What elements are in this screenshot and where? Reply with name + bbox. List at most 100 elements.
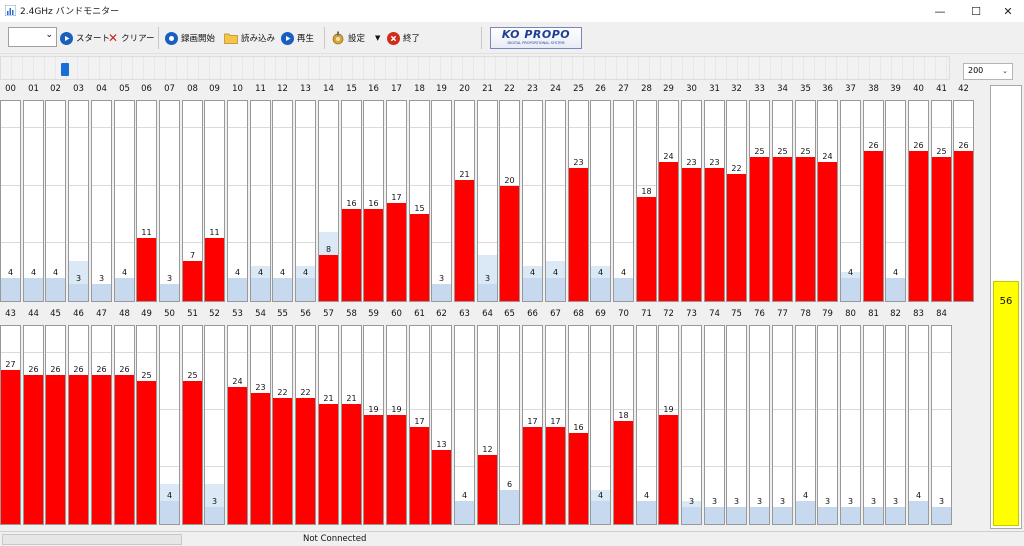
gridline xyxy=(24,242,43,243)
channel-bar xyxy=(1,278,20,301)
channel-bar xyxy=(773,507,792,524)
channel-label: 08 xyxy=(182,81,203,98)
close-window-button[interactable]: ✕ xyxy=(990,0,1024,22)
clear-button[interactable]: ✕ クリアー xyxy=(108,30,155,46)
channel-column: 4 xyxy=(840,100,861,302)
channel-bar xyxy=(637,197,656,301)
channel-value: 3 xyxy=(824,497,831,506)
channel-bar xyxy=(750,157,769,301)
gridline xyxy=(24,352,43,353)
channel-column: 24 xyxy=(817,100,838,302)
channel-bar xyxy=(591,278,610,301)
gridline xyxy=(659,352,678,353)
channel-label: 10 xyxy=(227,81,248,98)
channel-bar xyxy=(92,375,111,524)
gridline xyxy=(296,185,315,186)
device-combo[interactable]: ⌄ xyxy=(8,27,57,47)
channel-column: 3 xyxy=(885,325,906,525)
gridline xyxy=(750,127,769,128)
channel-label: 16 xyxy=(363,81,384,98)
exit-button[interactable]: 終了 xyxy=(387,30,420,46)
record-button[interactable]: 録画開始 xyxy=(165,30,215,46)
channel-column: 25 xyxy=(795,100,816,302)
gridline xyxy=(432,352,451,353)
channel-value: 25 xyxy=(187,371,198,380)
gridline xyxy=(659,409,678,410)
channel-value: 25 xyxy=(754,147,765,156)
channel-bar xyxy=(273,278,292,301)
gridline xyxy=(841,466,860,467)
gridline xyxy=(932,409,951,410)
channel-label: 23 xyxy=(522,81,543,98)
gridline xyxy=(818,466,837,467)
channel-bar xyxy=(546,278,565,301)
channel-label: 39 xyxy=(885,81,906,98)
channel-column: 4 xyxy=(613,100,634,302)
channel-column: 25 xyxy=(182,325,203,525)
channel-column: 6 xyxy=(499,325,520,525)
gridline xyxy=(251,352,270,353)
gridline xyxy=(523,127,542,128)
channel-column: 21 xyxy=(454,100,475,302)
channel-bar xyxy=(69,375,88,524)
gridline xyxy=(591,185,610,186)
channel-bar xyxy=(455,180,474,301)
channel-value: 17 xyxy=(527,417,538,426)
channel-label: 14 xyxy=(318,81,339,98)
connection-status: Not Connected xyxy=(303,534,367,544)
channel-bar xyxy=(932,507,951,524)
channel-column: 22 xyxy=(726,100,747,302)
channel-label: 76 xyxy=(749,306,770,323)
gridline xyxy=(46,242,65,243)
gridline xyxy=(864,466,883,467)
gridline xyxy=(909,466,928,467)
start-button[interactable]: スタート xyxy=(60,30,110,46)
channel-bar xyxy=(296,398,315,524)
gridline xyxy=(228,185,247,186)
gridline xyxy=(818,127,837,128)
maximize-button[interactable]: ☐ xyxy=(958,0,994,22)
settings-button[interactable]: 設定 ▼ xyxy=(331,30,380,46)
channel-bar xyxy=(183,261,202,301)
gridline xyxy=(410,352,429,353)
gridline xyxy=(342,127,361,128)
gridline xyxy=(46,127,65,128)
channel-label: 68 xyxy=(568,306,589,323)
toolbar: ⌄ スタート ✕ クリアー 録画開始 読み込み 再生 xyxy=(0,22,1024,54)
channel-value: 4 xyxy=(257,268,264,277)
channel-label: 12 xyxy=(272,81,293,98)
gridline xyxy=(591,242,610,243)
minimize-button[interactable]: — xyxy=(922,0,958,22)
gridline xyxy=(455,352,474,353)
gridline xyxy=(637,466,656,467)
channel-column: 3 xyxy=(704,325,725,525)
channel-bar xyxy=(705,507,724,524)
time-slider-track[interactable] xyxy=(0,56,950,80)
channel-column: 4 xyxy=(590,100,611,302)
channel-bar xyxy=(841,278,860,301)
channel-value: 4 xyxy=(529,268,536,277)
gridline xyxy=(160,185,179,186)
channel-value: 24 xyxy=(822,152,833,161)
channel-bar xyxy=(773,157,792,301)
load-button[interactable]: 読み込み xyxy=(224,30,275,46)
channel-value: 26 xyxy=(28,365,39,374)
zoom-select[interactable]: 200 ⌄ xyxy=(963,63,1013,80)
channel-bar xyxy=(614,278,633,301)
channel-label: 02 xyxy=(45,81,66,98)
settings-dropdown-arrow-icon[interactable]: ▼ xyxy=(375,34,381,42)
gridline xyxy=(92,242,111,243)
channel-column: 3 xyxy=(840,325,861,525)
gridline xyxy=(773,352,792,353)
channel-value: 4 xyxy=(847,268,854,277)
gridline xyxy=(773,466,792,467)
channel-label: 59 xyxy=(363,306,384,323)
channel-column: 4 xyxy=(795,325,816,525)
channel-value: 26 xyxy=(73,365,84,374)
gridline xyxy=(886,185,905,186)
channel-bar xyxy=(1,370,20,524)
channel-value: 23 xyxy=(573,158,584,167)
play-button[interactable]: 再生 xyxy=(281,30,314,46)
gridline xyxy=(251,242,270,243)
time-slider-thumb[interactable] xyxy=(61,63,69,76)
